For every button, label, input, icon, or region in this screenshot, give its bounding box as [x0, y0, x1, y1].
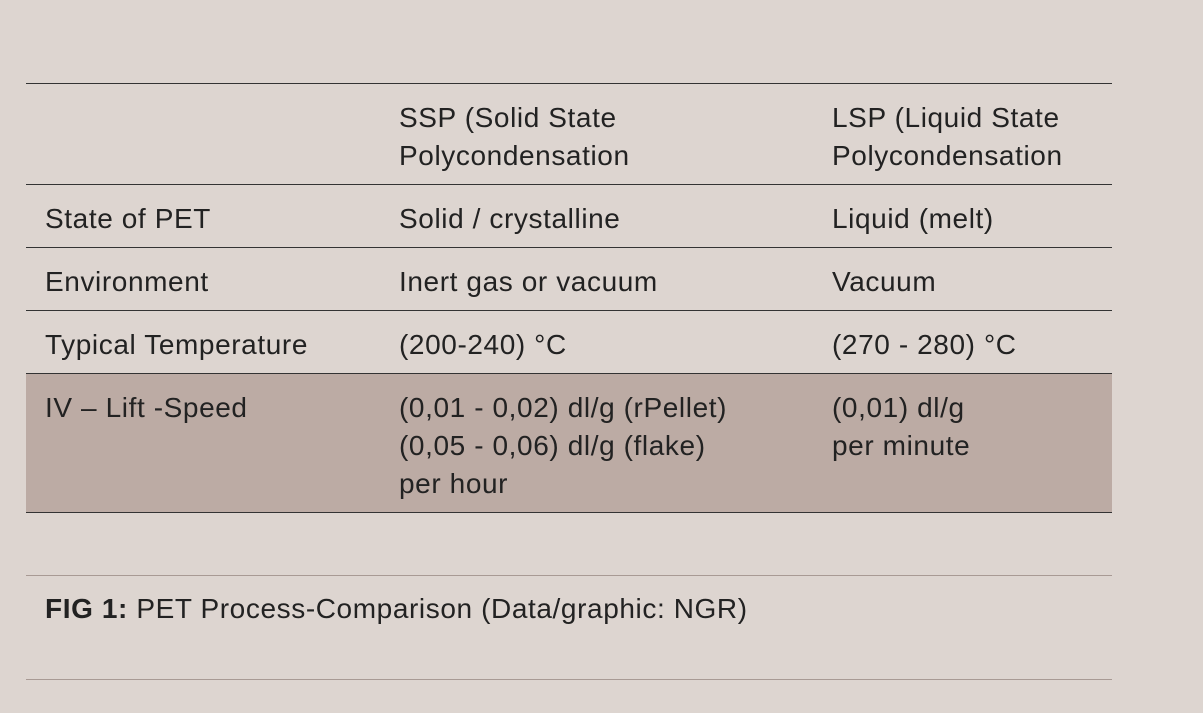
header-cell: SSP (Solid State Polycondensation [380, 83, 813, 185]
cell-line: Polycondensation [832, 140, 1063, 171]
table-cell: (0,01) dl/g per minute [813, 373, 1112, 513]
cell-line: Vacuum [832, 266, 937, 297]
cell-line: Liquid (melt) [832, 203, 994, 234]
caption-rule [26, 575, 1112, 576]
table-cell: (200-240) °C [380, 310, 813, 374]
cell-line: SSP (Solid State [399, 102, 617, 133]
table-row: IV – Lift -Speed (0,01 - 0,02) dl/g (rPel… [26, 373, 1112, 513]
header-cell [26, 83, 380, 185]
header-cell: LSP (Liquid State Polycondensation [813, 83, 1112, 185]
comparison-table: SSP (Solid State Polycondensation LSP (Liq… [26, 83, 1112, 513]
table-cell: (270 - 280) °C [813, 310, 1112, 374]
table-cell: Inert gas or vacuum [380, 247, 813, 311]
row-label: Environment [26, 247, 380, 311]
cell-line: (200-240) °C [399, 329, 567, 360]
caption-text: PET Process-Comparison (Data/graphic: NG… [136, 593, 748, 624]
cell-line: Solid / crystalline [399, 203, 621, 234]
header-row: SSP (Solid State Polycondensation LSP (Liq… [26, 83, 1112, 185]
bottom-rule [26, 679, 1112, 680]
cell-line: (0,01 - 0,02) dl/g (rPellet) [399, 392, 728, 423]
caption: FIG 1: PET Process-Comparison (Data/grap… [45, 589, 748, 629]
table-row: Typical Temperature (200-240) °C (270 - 28… [26, 310, 1112, 374]
cell-line: per hour [399, 468, 509, 499]
row-label: Typical Temperature [26, 310, 380, 374]
cell-line: Polycondensation [399, 140, 630, 171]
cell-line: Inert gas or vacuum [399, 266, 658, 297]
row-label: State of PET [26, 184, 380, 248]
cell-line: (0,05 - 0,06) dl/g (flake) [399, 430, 706, 461]
table-row: Environment Inert gas or vacuum Vacuum [26, 247, 1112, 311]
cell-line: per minute [832, 430, 971, 461]
cell-line: (270 - 280) °C [832, 329, 1017, 360]
table-cell: Vacuum [813, 247, 1112, 311]
table-cell: (0,01 - 0,02) dl/g (rPellet) (0,05 - 0,06… [380, 373, 813, 513]
row-label: IV – Lift -Speed [26, 373, 380, 513]
table-body: SSP (Solid State Polycondensation LSP (Liq… [26, 83, 1112, 513]
caption-label: FIG 1: [45, 593, 128, 624]
table-cell: Solid / crystalline [380, 184, 813, 248]
table-cell: Liquid (melt) [813, 184, 1112, 248]
cell-line: (0,01) dl/g [832, 392, 965, 423]
table-row: State of PET Solid / crystalline Liquid (m… [26, 184, 1112, 248]
cell-line: LSP (Liquid State [832, 102, 1060, 133]
